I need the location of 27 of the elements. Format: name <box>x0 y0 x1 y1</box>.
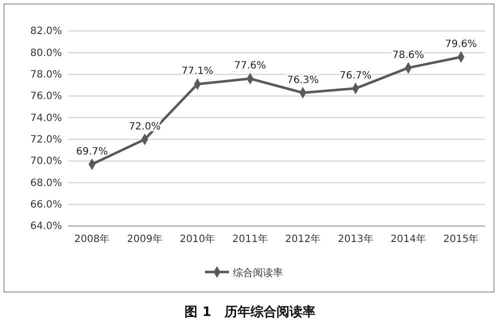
text: 76.3% <box>286 74 319 86</box>
x-tick-label: 2008年 <box>74 233 110 246</box>
x-tick-label: 2012年 <box>285 233 321 246</box>
x-tick-label: 2013年 <box>338 233 374 246</box>
x-tick-label: 2014年 <box>390 233 426 246</box>
y-tick-label: 70.0% <box>30 156 62 168</box>
x-tick-label: 2015年 <box>443 233 479 246</box>
text: 78.6% <box>392 50 424 61</box>
text: 76.7% <box>340 70 372 82</box>
y-tick-label: 68.0% <box>30 178 62 189</box>
text: 77.6% <box>234 60 266 72</box>
text: 69.7% <box>76 146 108 158</box>
y-tick-label: 78.0% <box>30 70 62 81</box>
text: 图 1 历年综合阅读率 <box>184 304 316 320</box>
y-tick-label: 64.0% <box>30 221 62 232</box>
y-tick-label: 66.0% <box>30 200 62 211</box>
y-tick-label: 76.0% <box>30 91 62 102</box>
text: 77.1% <box>182 66 214 78</box>
y-tick-label: 74.0% <box>30 112 62 124</box>
y-tick-label: 82.0% <box>30 26 62 38</box>
y-tick-label: 80.0% <box>30 48 62 59</box>
x-tick-label: 2009年 <box>126 233 162 246</box>
x-tick-label: 2010年 <box>180 233 216 246</box>
legend-label: 综合阅读率 <box>233 267 283 279</box>
y-tick-label: 72.0% <box>30 134 62 146</box>
x-tick-label: 2011年 <box>232 233 268 246</box>
text: 79.6% <box>445 39 477 50</box>
